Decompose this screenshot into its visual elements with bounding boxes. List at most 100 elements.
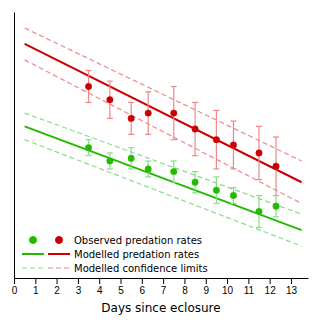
error-bar-cap xyxy=(256,195,262,196)
error-bar xyxy=(171,86,177,139)
x-axis-line xyxy=(15,278,309,279)
x-tick: 2 xyxy=(54,278,60,296)
error-bar xyxy=(128,102,134,134)
x-tick: 6 xyxy=(140,278,146,296)
error-bar-cap xyxy=(107,168,113,169)
legend-label: Modelled predation rates xyxy=(74,249,199,260)
x-tick-label: 13 xyxy=(286,285,298,296)
x-tick-mark xyxy=(291,278,292,284)
error-bar xyxy=(213,177,219,204)
error-bar xyxy=(145,92,151,135)
point xyxy=(192,126,198,132)
legend-handle xyxy=(30,237,37,244)
error-bar-cap xyxy=(192,102,198,103)
x-tick: 8 xyxy=(182,278,188,296)
model-line xyxy=(25,44,302,182)
x-tick-label: 1 xyxy=(33,285,39,296)
x-tick: 11 xyxy=(244,278,255,296)
point xyxy=(230,142,236,148)
error-bar-cap xyxy=(213,168,219,169)
error-bar xyxy=(107,153,113,169)
error-bar-cap xyxy=(107,81,113,82)
x-tick-label: 2 xyxy=(54,285,60,296)
error-bar xyxy=(256,196,262,228)
legend: Observed predation ratesModelled predati… xyxy=(22,235,208,274)
error-bar-cap xyxy=(171,160,177,161)
error-bar-cap xyxy=(145,160,151,161)
error-bar-cap xyxy=(192,192,198,193)
x-tick-mark xyxy=(35,278,36,284)
chart: 012345678910111213Observed predation rat… xyxy=(0,0,320,320)
error-bar-cap xyxy=(128,168,134,169)
legend-handle xyxy=(56,237,63,244)
point xyxy=(273,163,279,169)
ci-line xyxy=(25,113,302,214)
model-line xyxy=(25,126,302,230)
error-bar-cap xyxy=(273,216,279,217)
x-tick-label: 11 xyxy=(244,285,255,296)
error-bar xyxy=(145,161,151,177)
legend-label: Modelled confidence limits xyxy=(74,263,208,274)
error-bar-cap xyxy=(256,126,262,127)
x-tick-label: 7 xyxy=(161,285,167,296)
point xyxy=(256,150,262,156)
error-bar-cap xyxy=(128,102,134,103)
point xyxy=(192,179,198,185)
point xyxy=(145,166,151,172)
point xyxy=(107,158,113,164)
error-bar-cap xyxy=(128,134,134,135)
x-tick-mark xyxy=(248,278,249,284)
error-bar-cap xyxy=(213,203,219,204)
legend-handle xyxy=(22,253,44,255)
x-tick: 4 xyxy=(97,278,103,296)
x-tick-label: 3 xyxy=(76,285,82,296)
x-tick-label: 12 xyxy=(265,285,277,296)
error-bar xyxy=(213,110,219,169)
point xyxy=(256,208,262,214)
x-tick-mark xyxy=(57,278,58,284)
error-bar-cap xyxy=(230,168,236,169)
x-tick-mark xyxy=(227,278,228,284)
error-bar-cap xyxy=(213,176,219,177)
error-bar-cap xyxy=(107,118,113,119)
error-bar-cap xyxy=(230,203,236,204)
point xyxy=(171,168,177,174)
error-bar-cap xyxy=(230,120,236,121)
marks xyxy=(25,28,302,246)
x-tick-label: 0 xyxy=(12,285,18,296)
x-tick: 12 xyxy=(265,278,277,296)
point xyxy=(230,192,236,198)
error-bar xyxy=(273,137,279,196)
error-bar xyxy=(230,121,236,169)
x-tick-mark xyxy=(184,278,185,284)
point xyxy=(128,115,134,121)
x-tick-mark xyxy=(78,278,79,284)
point xyxy=(107,97,113,103)
x-tick-label: 4 xyxy=(97,285,103,296)
error-bar-cap xyxy=(256,179,262,180)
x-tick: 13 xyxy=(286,278,298,296)
x-tick-mark xyxy=(99,278,100,284)
plot-area: 012345678910111213Observed predation rat… xyxy=(12,13,309,297)
error-bar xyxy=(86,71,92,103)
y-axis xyxy=(14,13,15,279)
error-bar-cap xyxy=(128,147,134,148)
error-bar xyxy=(192,102,198,155)
point xyxy=(171,110,177,116)
error-bar-cap xyxy=(192,155,198,156)
error-bar-cap xyxy=(107,152,113,153)
error-bar-cap xyxy=(86,70,92,71)
error-bar-cap xyxy=(256,227,262,228)
error-bar-cap xyxy=(273,136,279,137)
error-bar-cap xyxy=(230,187,236,188)
ci-line xyxy=(25,140,302,246)
x-axis: 012345678910111213 xyxy=(12,278,309,296)
error-bar-cap xyxy=(145,134,151,135)
x-tick-mark xyxy=(121,278,122,284)
error-bar-cap xyxy=(192,171,198,172)
error-bar-cap xyxy=(86,139,92,140)
x-tick-label: 6 xyxy=(140,285,146,296)
points xyxy=(85,140,279,228)
error-bar xyxy=(171,161,177,182)
x-tick: 3 xyxy=(76,278,82,296)
